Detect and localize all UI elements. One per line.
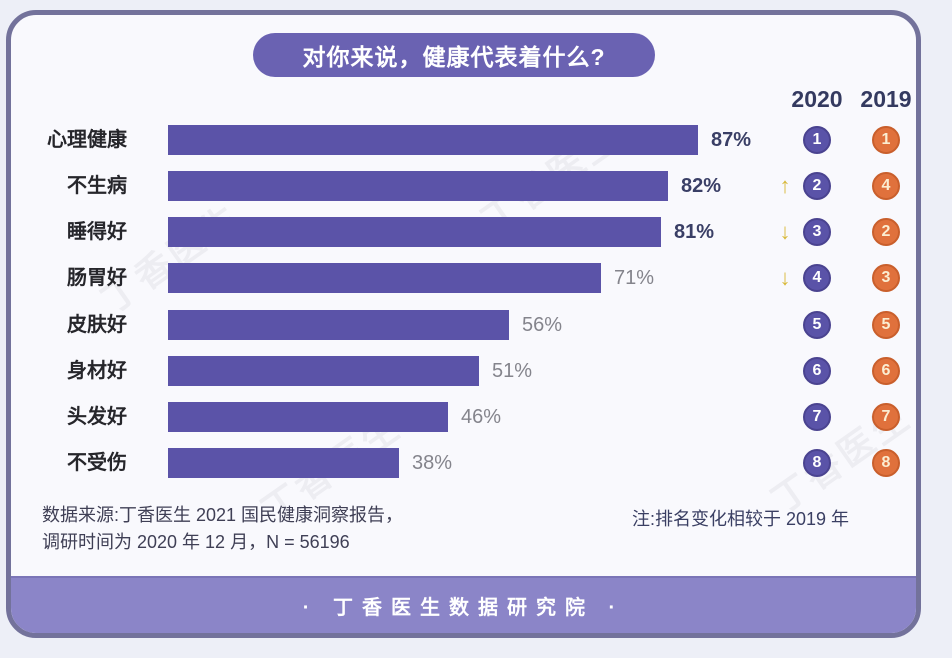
value-bar	[168, 263, 601, 293]
category-label: 头发好	[67, 406, 127, 428]
rank-badge-2019: 7	[872, 403, 900, 431]
rank-badge-2019: 2	[872, 218, 900, 246]
value-bar	[168, 217, 661, 247]
data-source-text: 数据来源:丁香医生 2021 国民健康洞察报告， 调研时间为 2020 年 12…	[42, 502, 512, 556]
value-label: 81%	[674, 221, 715, 243]
footer-banner: · 丁香医生数据研究院 ·	[11, 576, 916, 633]
rank-badge-2020: 2	[803, 172, 831, 200]
data-source-line2: 调研时间为 2020 年 12 月，N = 56196	[42, 532, 350, 552]
page-title: 对你来说，健康代表着什么?	[253, 33, 655, 77]
value-bar	[168, 310, 509, 340]
column-header-2020: 2020	[791, 86, 843, 112]
rank-badge-2020: 4	[803, 264, 831, 292]
rank-badge-2019: 3	[872, 264, 900, 292]
value-bar	[168, 448, 399, 478]
value-label: 82%	[681, 175, 722, 197]
rank-badge-2019: 4	[872, 172, 900, 200]
value-bar	[168, 125, 698, 155]
value-bar	[168, 402, 448, 432]
value-label: 87%	[711, 129, 752, 151]
value-label: 46%	[461, 406, 502, 428]
rank-badge-2019: 8	[872, 449, 900, 477]
value-label: 71%	[614, 267, 655, 289]
rank-badge-2019: 5	[872, 311, 900, 339]
rank-badge-2020: 3	[803, 218, 831, 246]
rank-badge-2020: 7	[803, 403, 831, 431]
category-label: 不生病	[67, 175, 127, 197]
value-label: 38%	[412, 452, 453, 474]
category-label: 皮肤好	[67, 314, 127, 336]
rank-badge-2020: 6	[803, 357, 831, 385]
value-label: 56%	[522, 314, 563, 336]
rank-badge-2020: 8	[803, 449, 831, 477]
rank-badge-2020: 1	[803, 126, 831, 154]
value-label: 51%	[492, 360, 533, 382]
category-label: 身材好	[67, 360, 127, 382]
rank-badge-2019: 1	[872, 126, 900, 154]
value-bar	[168, 171, 668, 201]
data-source-line1: 数据来源:丁香医生 2021 国民健康洞察报告，	[42, 505, 404, 525]
rank-badge-2020: 5	[803, 311, 831, 339]
value-bar	[168, 356, 479, 386]
category-label: 肠胃好	[67, 267, 127, 289]
ranking-note-text: 注:排名变化相较于 2019 年	[632, 509, 850, 529]
category-label: 睡得好	[67, 221, 127, 243]
rank-badge-2019: 6	[872, 357, 900, 385]
category-label: 不受伤	[67, 452, 127, 474]
rank-down-arrow-icon: ↓	[779, 219, 791, 244]
rank-down-arrow-icon: ↓	[779, 265, 791, 290]
category-label: 心理健康	[47, 129, 127, 151]
column-header-2019: 2019	[860, 86, 912, 112]
rank-up-arrow-icon: ↑	[779, 173, 791, 198]
